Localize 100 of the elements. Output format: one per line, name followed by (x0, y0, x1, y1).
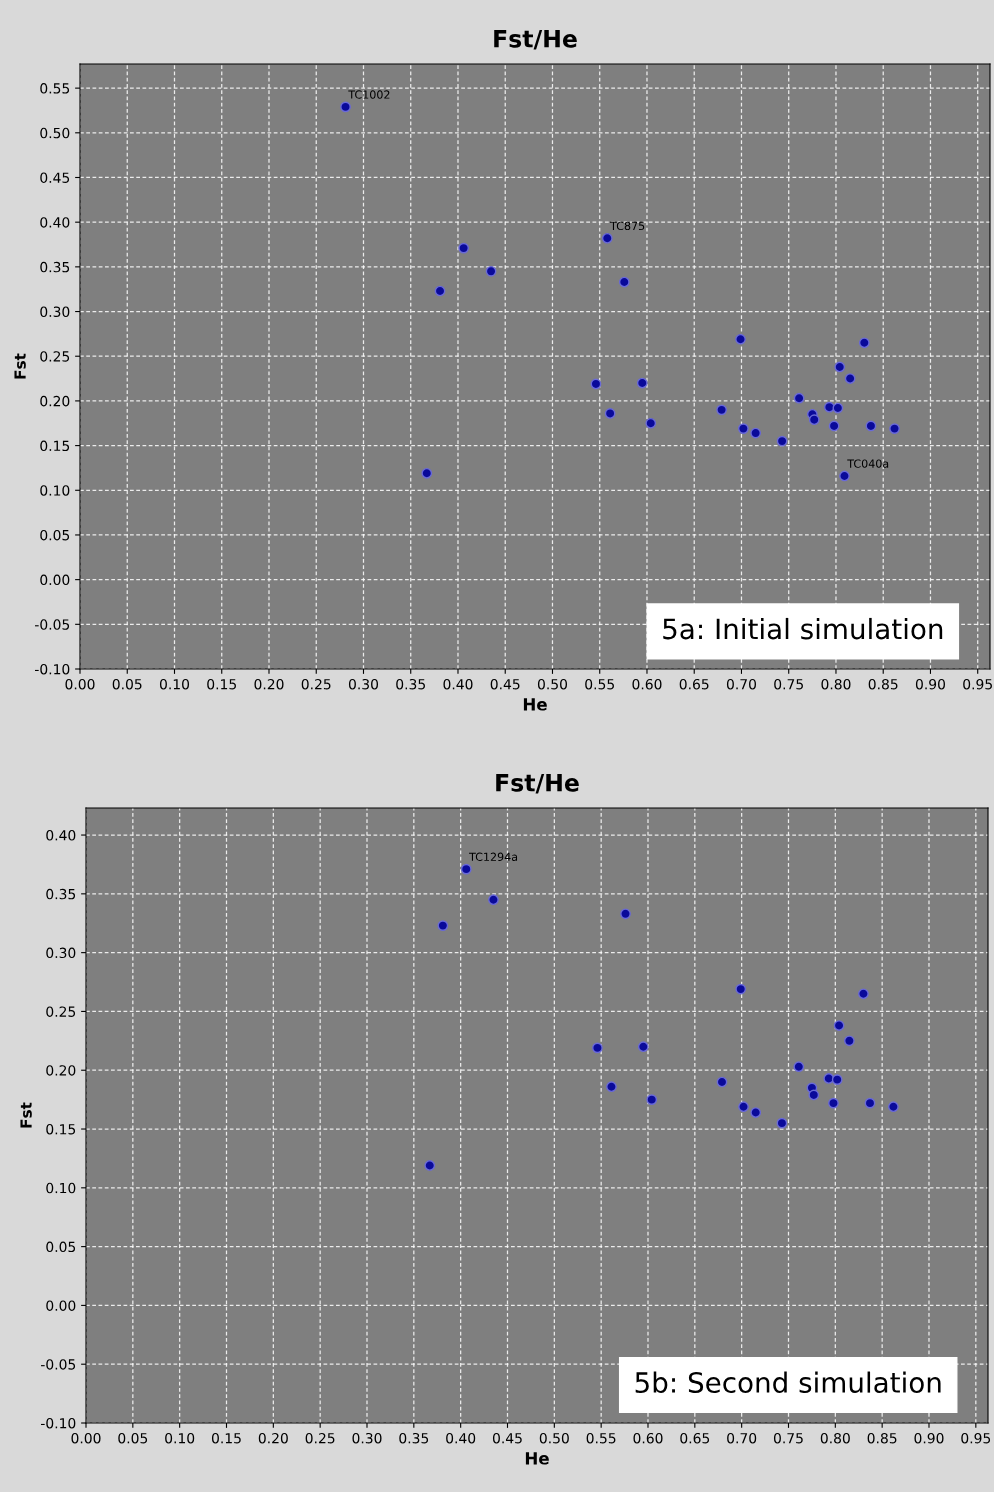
annotation: TC1002 (348, 90, 390, 99)
point (434, 285, 446, 297)
point (735, 983, 747, 995)
x-tick-label: 0.80 (821, 678, 851, 690)
point (485, 265, 497, 277)
x-tick-label: 0.25 (301, 678, 331, 690)
x-axis-title: He (525, 1452, 549, 1465)
x-tick-label: 0.05 (118, 1432, 148, 1444)
x-tick-label: 0.15 (211, 1432, 241, 1444)
x-tick-label: 0.95 (963, 678, 992, 690)
point (340, 101, 351, 113)
x-tick-label: 0.15 (207, 678, 236, 690)
x-tick-label: 0.85 (867, 1432, 897, 1444)
point (808, 1089, 820, 1101)
y-tick-label: 0.05 (40, 529, 70, 541)
x-tick-label: 0.90 (915, 678, 946, 690)
y-tick-label: 0.40 (46, 830, 76, 841)
point (618, 276, 630, 288)
point (889, 423, 900, 434)
point (828, 420, 840, 432)
x-tick-label: 0.75 (773, 1432, 803, 1444)
y-tick-label: 0.25 (46, 1006, 76, 1017)
point (424, 1160, 436, 1171)
point (735, 333, 746, 345)
x-tick-label: 0.50 (537, 678, 568, 690)
point (833, 1020, 845, 1031)
x-tick-label: 0.20 (254, 678, 284, 690)
annotation: 5a: Initial simulation (663, 617, 943, 640)
point (620, 908, 631, 920)
point (844, 373, 856, 384)
x-tick-label: 0.70 (727, 1432, 757, 1444)
y-tick-label: 0.10 (40, 485, 70, 496)
point (716, 404, 727, 416)
point (606, 1081, 617, 1093)
y-tick-label: 0.35 (46, 888, 76, 900)
point (831, 1074, 843, 1085)
x-tick-label: 0.90 (914, 1432, 944, 1444)
x-tick-label: 0.20 (258, 1432, 288, 1444)
x-tick-label: 0.35 (396, 678, 425, 690)
x-tick-label: 0.40 (443, 678, 473, 690)
x-tick-label: 0.30 (348, 678, 379, 690)
point (637, 1041, 649, 1053)
y-tick-label: -0.10 (41, 1417, 76, 1429)
x-tick-label: 0.80 (820, 1432, 850, 1444)
x-tick-label: 0.65 (680, 1432, 710, 1444)
point (458, 242, 470, 254)
point (488, 894, 499, 906)
x-tick-label: 0.60 (633, 1432, 663, 1444)
y-axis-title: Fst (20, 1102, 32, 1128)
annotation: TC875 (610, 221, 645, 231)
point (645, 417, 657, 429)
y-axis-title: Fst (14, 353, 26, 379)
annotation: TC040a (847, 459, 889, 468)
x-axis-title: He (523, 698, 547, 711)
point (646, 1094, 658, 1105)
x-tick-label: 0.65 (679, 678, 709, 690)
x-tick-label: 0.00 (65, 678, 95, 690)
y-tick-label: 0.15 (40, 440, 70, 452)
x-tick-label: 0.85 (868, 678, 898, 690)
x-tick-label: 0.25 (305, 1432, 335, 1444)
point (738, 1101, 749, 1113)
x-tick-label: 0.40 (446, 1432, 476, 1444)
point (437, 920, 449, 931)
point (832, 402, 844, 414)
point (716, 1076, 728, 1088)
point (844, 1035, 855, 1047)
point (776, 435, 788, 447)
x-tick-label: 0.05 (112, 678, 142, 690)
y-tick-label: 0.20 (46, 1065, 76, 1076)
point (864, 1097, 876, 1109)
y-tick-label: -0.10 (35, 663, 70, 675)
point (865, 420, 877, 432)
point (750, 427, 762, 439)
point (460, 863, 472, 875)
x-tick-label: 0.30 (352, 1432, 382, 1444)
y-tick-label: 0.05 (46, 1241, 76, 1253)
point (888, 1101, 899, 1113)
chart-title: Fst/He (496, 774, 579, 794)
y-tick-label: 0.00 (40, 574, 70, 586)
x-tick-label: 0.50 (539, 1432, 569, 1444)
point (793, 392, 805, 404)
y-tick-label: 0.55 (40, 83, 70, 94)
point (828, 1097, 839, 1109)
annotation: 5b: Second simulation (635, 1371, 941, 1394)
point (636, 377, 648, 389)
x-tick-label: 0.10 (165, 1432, 195, 1444)
y-tick-label: 0.15 (46, 1123, 76, 1135)
y-tick-label: 0.10 (46, 1182, 76, 1194)
point (750, 1107, 762, 1118)
point (808, 414, 820, 426)
y-tick-label: 0.50 (40, 127, 70, 139)
y-tick-label: 0.30 (40, 306, 70, 318)
point (738, 423, 749, 434)
point (776, 1117, 788, 1129)
x-tick-label: 0.75 (774, 678, 803, 690)
point (421, 467, 433, 479)
annotation: TC1294a (469, 852, 518, 861)
point (858, 337, 870, 349)
x-tick-label: 0.00 (71, 1432, 101, 1444)
point (601, 232, 613, 244)
